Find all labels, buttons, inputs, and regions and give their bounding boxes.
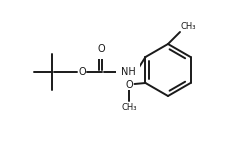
Text: CH₃: CH₃ bbox=[180, 22, 196, 31]
Text: CH₃: CH₃ bbox=[121, 103, 137, 112]
Text: O: O bbox=[97, 44, 104, 54]
Text: O: O bbox=[125, 80, 133, 90]
Text: NH: NH bbox=[120, 67, 135, 77]
Text: O: O bbox=[78, 67, 86, 77]
